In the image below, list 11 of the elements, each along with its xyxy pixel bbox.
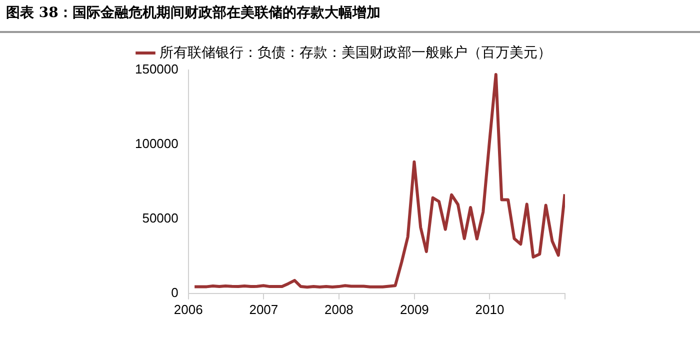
y-tick-label: 100000 — [134, 136, 178, 152]
chart-title: 图表 38：国际金融危机期间财政部在美联储的存款大幅增加 — [6, 4, 380, 22]
x-tick-label: 2007 — [249, 302, 278, 317]
x-tick-label: 2006 — [174, 302, 203, 317]
x-tick-label: 2008 — [324, 302, 354, 317]
x-tick-label: 2010 — [475, 302, 504, 317]
y-tick-label: 150000 — [134, 62, 178, 77]
legend-label: 所有联储银行：负债：存款：美国财政部一般账户（百万美元） — [160, 44, 552, 60]
y-tick-label: 50000 — [142, 210, 178, 226]
x-tick-label: 2009 — [400, 302, 429, 317]
y-tick-label: 0 — [171, 284, 178, 300]
